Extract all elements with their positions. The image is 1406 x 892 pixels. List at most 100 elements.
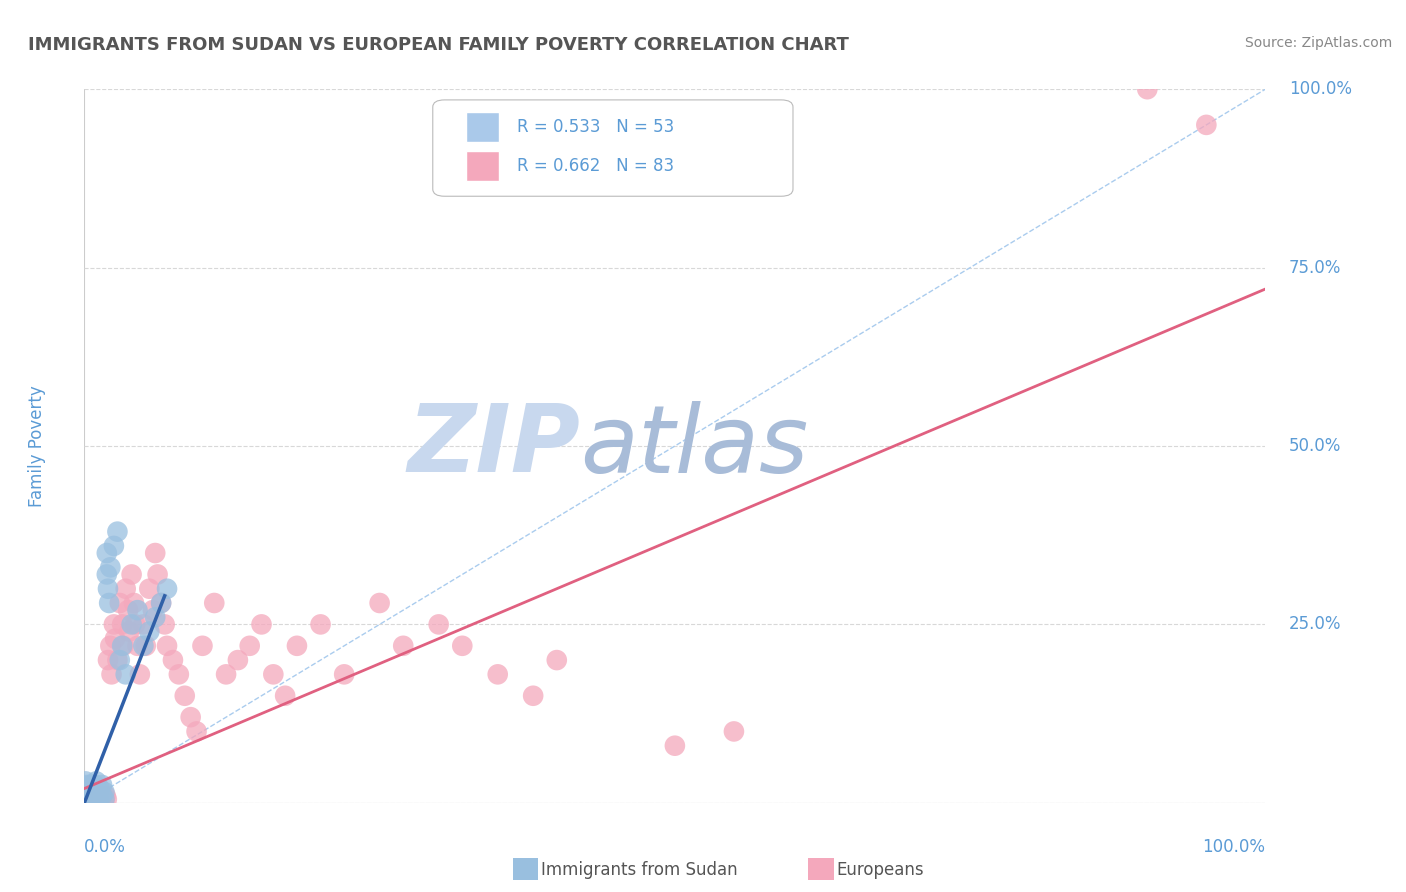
Point — [98, 560, 121, 574]
Text: Source: ZipAtlas.com: Source: ZipAtlas.com — [1244, 36, 1392, 50]
Point — [153, 617, 176, 632]
Point — [96, 546, 118, 560]
Point — [392, 639, 415, 653]
Point — [75, 774, 97, 789]
Point — [84, 792, 107, 806]
Text: 0.0%: 0.0% — [84, 838, 127, 856]
Point — [79, 792, 101, 806]
Point — [97, 582, 120, 596]
Point — [83, 781, 105, 796]
Point — [96, 567, 118, 582]
Point — [84, 790, 107, 805]
Point — [86, 789, 108, 803]
Point — [90, 789, 112, 803]
Point — [77, 789, 100, 803]
Point — [121, 567, 143, 582]
Point — [486, 667, 509, 681]
Text: Europeans: Europeans — [837, 861, 924, 879]
Point — [138, 582, 160, 596]
Point — [285, 639, 308, 653]
Point — [77, 789, 100, 803]
Point — [111, 617, 134, 632]
Point — [75, 781, 97, 796]
FancyBboxPatch shape — [465, 152, 499, 181]
Text: Family Poverty: Family Poverty — [28, 385, 46, 507]
Text: IMMIGRANTS FROM SUDAN VS EUROPEAN FAMILY POVERTY CORRELATION CHART: IMMIGRANTS FROM SUDAN VS EUROPEAN FAMILY… — [28, 36, 849, 54]
Point — [76, 785, 98, 799]
Point — [75, 789, 97, 803]
Point — [451, 639, 474, 653]
Point — [167, 667, 190, 681]
Point — [79, 789, 101, 803]
FancyBboxPatch shape — [433, 100, 793, 196]
Point — [162, 653, 184, 667]
Point — [98, 596, 121, 610]
Point — [73, 789, 96, 803]
Point — [111, 639, 134, 653]
Point — [150, 596, 173, 610]
Point — [156, 582, 179, 596]
Point — [132, 639, 155, 653]
Point — [76, 778, 98, 792]
Point — [77, 792, 100, 806]
Point — [91, 789, 114, 803]
Point — [173, 689, 195, 703]
Point — [103, 539, 125, 553]
Text: 25.0%: 25.0% — [1289, 615, 1341, 633]
FancyBboxPatch shape — [465, 112, 499, 142]
Point — [138, 624, 160, 639]
Point — [546, 653, 568, 667]
Point — [96, 792, 118, 806]
Point — [97, 653, 120, 667]
Point — [84, 789, 107, 803]
Point — [87, 785, 110, 799]
Point — [91, 790, 114, 805]
Point — [215, 667, 238, 681]
Point — [127, 603, 149, 617]
Point — [84, 794, 107, 808]
Point — [118, 624, 141, 639]
Point — [156, 639, 179, 653]
Point — [79, 778, 101, 792]
Point — [93, 794, 115, 808]
Point — [150, 596, 173, 610]
Point — [73, 792, 96, 806]
Point — [80, 789, 103, 803]
Text: 100.0%: 100.0% — [1202, 838, 1265, 856]
Point — [91, 778, 114, 792]
Point — [77, 781, 100, 796]
Point — [368, 596, 391, 610]
Point — [143, 546, 166, 560]
Point — [76, 792, 98, 806]
Point — [1136, 82, 1159, 96]
Point — [94, 789, 117, 803]
Text: R = 0.533   N = 53: R = 0.533 N = 53 — [516, 118, 673, 136]
Point — [127, 639, 149, 653]
Point — [76, 794, 98, 808]
Point — [75, 789, 97, 803]
Point — [309, 617, 332, 632]
Point — [84, 792, 107, 806]
Point — [124, 617, 146, 632]
Point — [93, 792, 115, 806]
Point — [89, 781, 111, 796]
Point — [239, 639, 262, 653]
Point — [274, 689, 297, 703]
Point — [87, 790, 110, 805]
Text: R = 0.662   N = 83: R = 0.662 N = 83 — [516, 157, 673, 175]
Point — [98, 639, 121, 653]
Point — [664, 739, 686, 753]
Point — [180, 710, 202, 724]
Point — [83, 794, 105, 808]
Point — [84, 774, 107, 789]
Point — [191, 639, 214, 653]
Point — [143, 610, 166, 624]
Point — [82, 785, 104, 799]
Point — [107, 524, 129, 539]
Text: 100.0%: 100.0% — [1289, 80, 1353, 98]
Point — [100, 667, 122, 681]
Point — [87, 792, 110, 806]
Point — [108, 653, 131, 667]
Point — [186, 724, 208, 739]
Point — [146, 567, 169, 582]
